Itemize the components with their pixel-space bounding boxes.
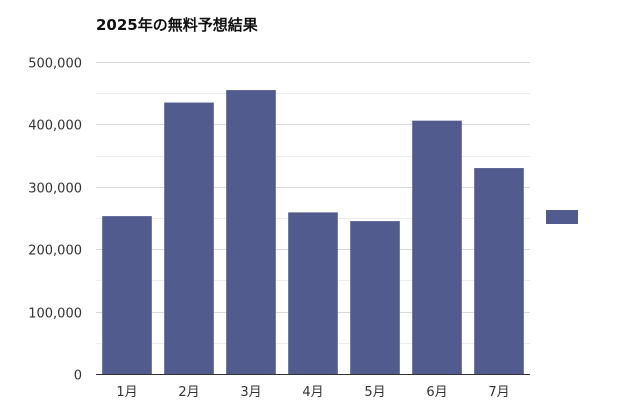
- x-tick-label: 5月: [364, 385, 385, 400]
- x-tick-label: 2月: [178, 385, 199, 400]
- bar: [226, 90, 276, 374]
- x-tick-label: 1月: [116, 385, 137, 400]
- bar: [102, 216, 152, 374]
- bar: [164, 102, 214, 374]
- x-tick-label: 4月: [302, 385, 323, 400]
- y-tick-label: 400,000: [28, 119, 82, 134]
- y-tick-label: 500,000: [28, 57, 82, 72]
- bar: [350, 221, 400, 374]
- x-tick-label: 7月: [488, 385, 509, 400]
- bar: [412, 120, 462, 374]
- y-tick-label: 0: [74, 369, 82, 384]
- y-tick-label: 200,000: [28, 244, 82, 259]
- x-tick-label: 6月: [426, 385, 447, 400]
- bar: [288, 212, 338, 374]
- y-tick-label: 300,000: [28, 182, 82, 197]
- x-tick-label: 3月: [240, 385, 261, 400]
- chart-title: 2025年の無料予想結果: [96, 16, 258, 34]
- legend-swatch: [546, 210, 578, 224]
- bar: [474, 168, 524, 374]
- y-tick-label: 100,000: [28, 307, 82, 322]
